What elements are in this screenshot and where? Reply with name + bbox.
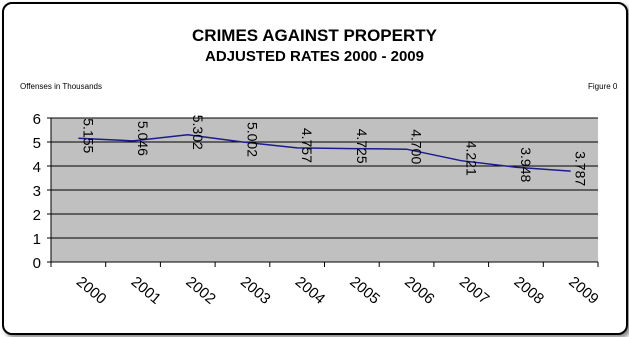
y-tick-label: 0 [33,255,41,272]
data-label: 5.046 [135,121,151,156]
data-label: 4.725 [354,129,370,164]
y-tick-label: 2 [33,207,41,224]
x-tick-label: 2008 [511,273,547,307]
x-tick-label: 2000 [73,273,109,307]
x-tick-label: 2005 [346,273,382,307]
data-label: 4.700 [409,129,425,164]
data-label: 5.002 [244,122,260,157]
chart-title: CRIMES AGAINST PROPERTY [192,26,437,45]
y-tick-label: 3 [33,183,41,200]
x-tick-label: 2009 [565,273,601,307]
x-tick-label: 2002 [182,273,218,307]
data-label: 5.302 [190,115,206,150]
data-label: 3.787 [573,151,589,186]
x-tick-label: 2001 [128,273,164,307]
figure-label: Figure 0 [588,82,618,91]
data-label: 4.757 [299,128,315,163]
data-label: 5.155 [80,118,96,153]
x-tick-label: 2003 [237,273,273,307]
chart-subtitle: ADJUSTED RATES 2000 - 2009 [205,48,424,65]
data-label: 3.948 [518,147,534,182]
y-tick-label: 5 [33,135,41,152]
x-tick-label: 2007 [456,273,492,307]
series-line [78,133,571,172]
data-label: 4.221 [463,141,479,176]
y-tick-label: 6 [33,111,41,128]
x-tick-label: 2004 [292,273,328,307]
y-tick-label: 4 [33,159,41,176]
unit-note: Offenses in Thousands [20,82,102,91]
x-tick-label: 2006 [401,273,437,307]
y-tick-label: 1 [33,231,41,248]
